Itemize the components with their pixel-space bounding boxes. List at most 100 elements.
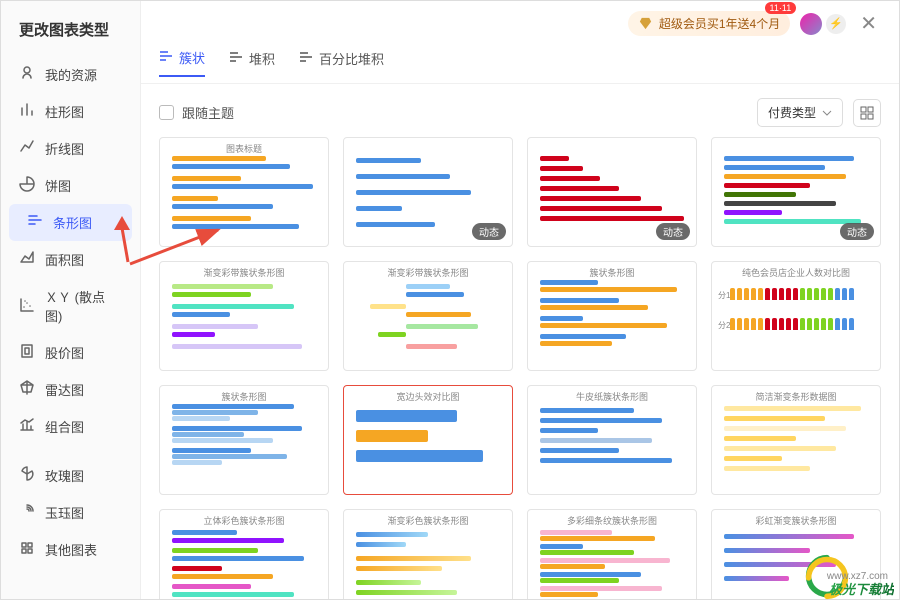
grid-view-button[interactable] [853, 99, 881, 127]
chart-template-card[interactable]: 渐变彩带簇状条形图 [343, 261, 513, 371]
sidebar-item-label: 我的资源 [45, 65, 97, 84]
chart-template-card[interactable]: 多彩细条纹簇状条形图 [527, 509, 697, 599]
diamond-icon [638, 16, 653, 31]
pay-filter-dropdown[interactable]: 付费类型 [757, 98, 843, 127]
bar-h-icon [159, 49, 173, 66]
sidebar-item-label: 条形图 [53, 213, 92, 232]
sidebar-item-label: 股价图 [45, 343, 84, 362]
combo-icon [19, 417, 35, 436]
user-icon [19, 65, 35, 84]
chart-template-card[interactable]: 牛皮纸簇状条形图 [527, 385, 697, 495]
dynamic-badge: 动态 [840, 223, 874, 240]
sidebar: 更改图表类型 我的资源柱形图折线图饼图条形图面积图 ＸＹ (散点图) 股价图雷达图组… [1, 1, 141, 599]
sidebar-item-radar[interactable]: 雷达图 [1, 371, 140, 408]
card-title: 簇状条形图 [160, 390, 328, 403]
sidebar-item-rose[interactable]: 玫瑰图 [1, 457, 140, 494]
chart-template-card[interactable]: 渐变彩色簇状条形图 [343, 509, 513, 599]
sidebar-item-scatter[interactable]: ＸＹ (散点图) [1, 278, 140, 334]
pie-icon [19, 176, 35, 195]
template-gallery: 图表标题动态动态动态渐变彩带簇状条形图渐变彩带簇状条形图簇状条形图纯色会员店企业… [141, 137, 899, 599]
chart-template-card[interactable]: 动态 [343, 137, 513, 247]
card-title: 多彩细条纹簇状条形图 [528, 514, 696, 527]
toolbar: 跟随主题 付费类型 [141, 84, 899, 137]
sidebar-item-label: 玫瑰图 [45, 466, 84, 485]
other-icon [19, 540, 35, 559]
rose-icon [19, 466, 35, 485]
card-title: 渐变彩带簇状条形图 [344, 266, 512, 279]
tab-簇状[interactable]: 簇状 [159, 48, 205, 77]
sidebar-item-pie[interactable]: 饼图 [1, 167, 140, 204]
chart-template-card[interactable]: 纯色会员店企业人数对比图分1分2 [711, 261, 881, 371]
promo-badge: 11·11 [765, 2, 797, 14]
stock-icon [19, 343, 35, 362]
chart-template-card[interactable]: 图表标题 [159, 137, 329, 247]
radar-icon [19, 380, 35, 399]
scatter-icon [19, 297, 35, 316]
chart-template-card[interactable]: 立体彩色簇状条形图 [159, 509, 329, 599]
sidebar-item-label: 雷达图 [45, 380, 84, 399]
sidebar-item-label: 饼图 [45, 176, 71, 195]
chevron-down-icon [822, 108, 832, 118]
user-avatar[interactable]: ⚡ [800, 13, 846, 35]
line-icon [19, 139, 35, 158]
checkbox-label: 跟随主题 [182, 103, 234, 122]
sidebar-item-stock[interactable]: 股价图 [1, 334, 140, 371]
card-title: 纯色会员店企业人数对比图 [712, 266, 880, 279]
card-title: 宽边头效对比图 [344, 390, 512, 403]
card-title: 渐变彩带簇状条形图 [160, 266, 328, 279]
sidebar-item-combo[interactable]: 组合图 [1, 408, 140, 445]
promo-text: 超级会员买1年送4个月 [659, 15, 780, 32]
topbar: 超级会员买1年送4个月 11·11 ⚡ ✕ [141, 1, 899, 40]
main-panel: 超级会员买1年送4个月 11·11 ⚡ ✕ 簇状 堆积 百分比堆积 跟随主题 付费类… [141, 1, 899, 599]
sidebar-item-area[interactable]: 面积图 [1, 241, 140, 278]
tab-label: 百分比堆积 [319, 49, 384, 68]
sidebar-item-other[interactable]: 其他图表 [1, 531, 140, 568]
sidebar-item-line[interactable]: 折线图 [1, 130, 140, 167]
chart-template-card[interactable]: 动态 [711, 137, 881, 247]
sidebar-item-label: 面积图 [45, 250, 84, 269]
bar-v-icon [19, 102, 35, 121]
close-button[interactable]: ✕ [856, 11, 881, 36]
promo-pill[interactable]: 超级会员买1年送4个月 11·11 [628, 11, 790, 36]
tab-堆积[interactable]: 堆积 [229, 48, 275, 77]
dynamic-badge: 动态 [472, 223, 506, 240]
chart-template-card[interactable]: 簇状条形图 [527, 261, 697, 371]
sidebar-item-bar-v[interactable]: 柱形图 [1, 93, 140, 130]
tab-label: 簇状 [179, 48, 205, 67]
watermark-name: 极光下载站 [829, 579, 894, 598]
sidebar-item-label: 组合图 [45, 417, 84, 436]
bolt-icon: ⚡ [826, 14, 846, 34]
sidebar-item-user[interactable]: 我的资源 [1, 56, 140, 93]
dropdown-label: 付费类型 [768, 104, 816, 121]
sidebar-item-bar-h[interactable]: 条形图 [9, 204, 132, 241]
follow-theme-checkbox[interactable]: 跟随主题 [159, 103, 234, 122]
grid-icon [860, 106, 874, 120]
bar-h-icon [299, 50, 313, 67]
card-title: 簇状条形图 [528, 266, 696, 279]
sidebar-item-label: 其他图表 [45, 540, 97, 559]
tab-百分比堆积[interactable]: 百分比堆积 [299, 48, 384, 77]
area-icon [19, 250, 35, 269]
chart-template-card[interactable]: 动态 [527, 137, 697, 247]
tab-label: 堆积 [249, 49, 275, 68]
type-tabs: 簇状 堆积 百分比堆积 [141, 40, 899, 84]
card-title: 渐变彩色簇状条形图 [344, 514, 512, 527]
checkbox-icon [159, 105, 174, 120]
sidebar-item-label: 折线图 [45, 139, 84, 158]
sidebar-item-label: ＸＹ (散点图) [45, 287, 122, 325]
card-title: 牛皮纸簇状条形图 [528, 390, 696, 403]
chart-template-card[interactable]: 简洁渐变条形数据图 [711, 385, 881, 495]
sidebar-item-label: 柱形图 [45, 102, 84, 121]
chart-template-card[interactable]: 宽边头效对比图 [343, 385, 513, 495]
jade-icon [19, 503, 35, 522]
avatar-icon [800, 13, 822, 35]
sidebar-item-label: 玉珏图 [45, 503, 84, 522]
chart-template-card[interactable]: 渐变彩带簇状条形图 [159, 261, 329, 371]
sidebar-item-jade[interactable]: 玉珏图 [1, 494, 140, 531]
card-title: 简洁渐变条形数据图 [712, 390, 880, 403]
bar-h-icon [229, 50, 243, 67]
chart-template-card[interactable]: 簇状条形图 [159, 385, 329, 495]
dialog-title: 更改图表类型 [1, 9, 140, 56]
card-title: 彩虹渐变簇状条形图 [712, 514, 880, 527]
bar-h-icon [27, 213, 43, 232]
